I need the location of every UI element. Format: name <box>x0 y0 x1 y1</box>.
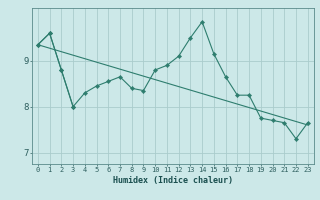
X-axis label: Humidex (Indice chaleur): Humidex (Indice chaleur) <box>113 176 233 185</box>
